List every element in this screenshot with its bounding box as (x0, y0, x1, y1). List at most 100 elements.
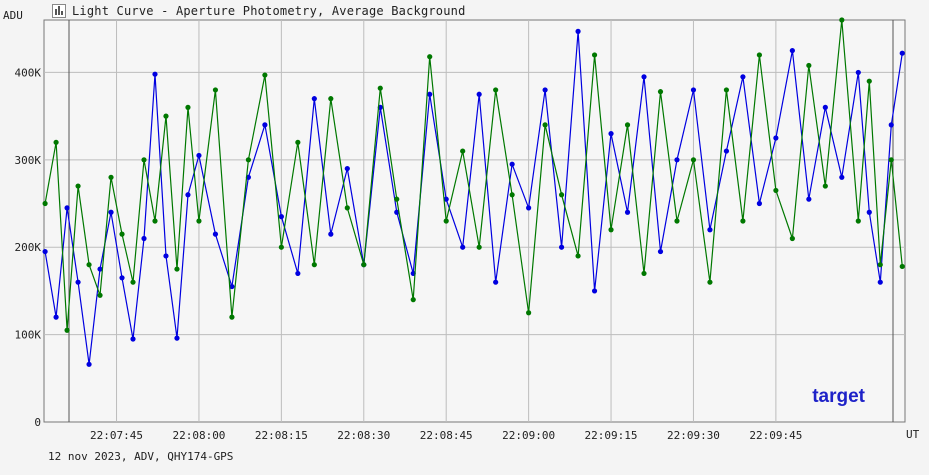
data-point (185, 104, 191, 110)
data-point (152, 71, 158, 77)
y-tick-label: 100K (15, 329, 42, 342)
data-point (361, 262, 367, 268)
data-point (394, 196, 400, 202)
data-point (756, 52, 762, 58)
x-tick-label: 22:08:15 (255, 429, 308, 442)
data-point (64, 327, 70, 333)
data-point (108, 174, 114, 180)
data-point (86, 262, 92, 268)
data-point (119, 231, 125, 237)
data-point (899, 263, 905, 270)
legend-target-label: target (812, 386, 865, 407)
data-point (163, 113, 169, 119)
data-point (575, 253, 581, 259)
data-point (141, 235, 147, 242)
x-tick-label: 22:08:00 (172, 429, 225, 442)
data-point (674, 157, 680, 163)
data-point (806, 62, 812, 69)
data-point (542, 87, 548, 93)
data-point (97, 266, 103, 272)
data-point (674, 218, 680, 224)
data-point (806, 196, 812, 202)
x-tick-label: 22:09:30 (667, 429, 720, 442)
observation-footer: 12 nov 2023, ADV, QHY174-GPS (48, 450, 234, 463)
x-tick-label: 22:08:30 (337, 429, 390, 442)
data-point (624, 122, 631, 128)
data-point (278, 214, 284, 220)
data-point (526, 310, 532, 316)
data-point (509, 161, 515, 167)
data-point (723, 148, 730, 154)
data-point (839, 17, 845, 23)
x-tick-label: 22:09:45 (749, 429, 802, 442)
data-point (295, 139, 301, 145)
data-point (789, 235, 795, 242)
data-point (443, 196, 449, 202)
data-point (344, 205, 350, 211)
data-point (624, 209, 631, 215)
data-point (119, 275, 125, 281)
data-point (196, 218, 202, 224)
data-point (542, 122, 548, 128)
data-point (278, 244, 284, 250)
data-point (591, 52, 598, 58)
data-point (130, 336, 136, 342)
data-point (723, 87, 730, 93)
data-point (410, 297, 416, 303)
data-point (229, 314, 235, 320)
data-point (311, 96, 317, 102)
data-point (866, 209, 872, 215)
data-point (130, 279, 136, 285)
data-point (328, 96, 334, 102)
data-point (756, 200, 762, 207)
chart-icon (52, 4, 66, 18)
data-point (97, 292, 103, 298)
data-point (262, 72, 268, 78)
data-point (64, 205, 70, 211)
data-point (690, 87, 697, 93)
data-point (509, 192, 515, 198)
data-point (822, 104, 828, 110)
data-point (690, 157, 697, 163)
data-point (427, 91, 433, 97)
data-point (476, 91, 482, 97)
data-point (899, 50, 905, 56)
data-point (888, 122, 894, 128)
data-point (707, 227, 713, 233)
x-tick-label: 22:08:45 (420, 429, 473, 442)
data-point (42, 200, 48, 207)
data-point (657, 248, 664, 255)
data-point (608, 131, 614, 137)
data-point (641, 270, 647, 277)
data-point (773, 187, 779, 194)
data-point (493, 87, 499, 93)
data-point (229, 283, 235, 290)
data-point (877, 262, 883, 268)
data-point (174, 335, 180, 341)
data-point (328, 231, 334, 237)
x-tick-label: 22:07:45 (90, 429, 143, 442)
data-point (427, 54, 433, 60)
data-point (558, 192, 565, 198)
data-point (641, 74, 647, 80)
data-point (53, 139, 59, 145)
data-point (839, 174, 845, 180)
data-point (42, 248, 48, 255)
data-point (476, 244, 482, 250)
data-point (377, 85, 383, 91)
data-point (75, 183, 81, 189)
data-point (245, 157, 251, 163)
data-point (575, 28, 581, 34)
data-point (141, 157, 147, 163)
data-point (773, 135, 779, 141)
data-point (53, 314, 59, 320)
data-point (855, 218, 861, 224)
data-point (344, 165, 350, 172)
data-point (212, 87, 219, 93)
data-point (75, 279, 81, 285)
data-point (443, 218, 449, 224)
data-point (86, 361, 92, 367)
data-point (163, 253, 169, 259)
